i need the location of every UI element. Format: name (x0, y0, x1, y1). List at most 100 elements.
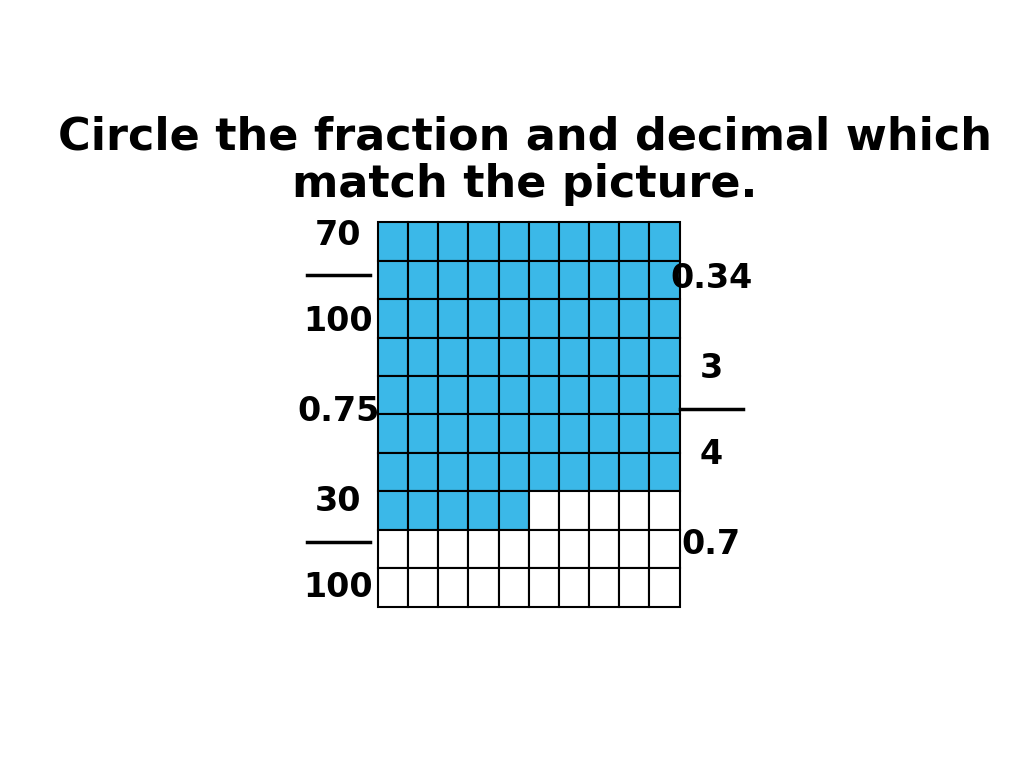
Bar (378, 260, 409, 299)
Bar (438, 415, 468, 453)
Bar (620, 376, 649, 415)
Bar (528, 260, 559, 299)
Bar (559, 260, 589, 299)
Bar (378, 222, 409, 260)
Bar (649, 376, 680, 415)
Bar (438, 492, 468, 530)
Text: 3: 3 (699, 352, 723, 385)
Bar (528, 222, 559, 260)
Bar (378, 568, 409, 607)
Bar (409, 338, 438, 376)
Bar (620, 338, 649, 376)
Bar (499, 222, 528, 260)
Bar (620, 415, 649, 453)
Text: 0.7: 0.7 (682, 528, 740, 561)
Bar (589, 453, 620, 492)
Bar (378, 300, 409, 338)
Bar (528, 530, 559, 568)
Text: 4: 4 (699, 438, 723, 471)
Bar (559, 338, 589, 376)
Bar (559, 492, 589, 530)
Bar (468, 492, 499, 530)
Bar (559, 300, 589, 338)
Bar (468, 338, 499, 376)
Bar (589, 530, 620, 568)
Bar (649, 260, 680, 299)
Bar (620, 568, 649, 607)
Bar (468, 260, 499, 299)
Bar (559, 376, 589, 415)
Bar (649, 530, 680, 568)
Bar (438, 568, 468, 607)
Bar (649, 338, 680, 376)
Bar (589, 338, 620, 376)
Bar (468, 415, 499, 453)
Bar (499, 530, 528, 568)
Bar (589, 300, 620, 338)
Bar (409, 492, 438, 530)
Bar (468, 530, 499, 568)
Bar (559, 568, 589, 607)
Bar (499, 338, 528, 376)
Bar (528, 492, 559, 530)
Bar (409, 300, 438, 338)
Text: 100: 100 (303, 305, 373, 338)
Bar (468, 376, 499, 415)
Bar (559, 530, 589, 568)
Bar (589, 222, 620, 260)
Bar (438, 453, 468, 492)
Text: match the picture.: match the picture. (292, 163, 758, 206)
Bar (559, 453, 589, 492)
Bar (378, 492, 409, 530)
Bar (378, 453, 409, 492)
Bar (499, 568, 528, 607)
Bar (649, 453, 680, 492)
Bar (649, 222, 680, 260)
Bar (468, 453, 499, 492)
Bar (649, 568, 680, 607)
Bar (620, 222, 649, 260)
Bar (589, 568, 620, 607)
Bar (468, 300, 499, 338)
Text: 100: 100 (303, 571, 373, 604)
Text: Circle the fraction and decimal which: Circle the fraction and decimal which (57, 116, 992, 159)
Bar (409, 260, 438, 299)
Bar (378, 338, 409, 376)
Text: 30: 30 (315, 485, 361, 518)
Bar (528, 568, 559, 607)
Text: 70: 70 (315, 219, 361, 252)
Bar (589, 376, 620, 415)
Bar (438, 376, 468, 415)
Bar (528, 338, 559, 376)
Bar (409, 376, 438, 415)
Bar (589, 492, 620, 530)
Bar (438, 530, 468, 568)
Bar (528, 415, 559, 453)
Bar (438, 260, 468, 299)
Bar (468, 222, 499, 260)
Bar (589, 415, 620, 453)
Bar (620, 453, 649, 492)
Bar (378, 376, 409, 415)
Bar (438, 300, 468, 338)
Bar (378, 415, 409, 453)
Bar (499, 492, 528, 530)
Bar (499, 260, 528, 299)
Bar (409, 568, 438, 607)
Bar (528, 300, 559, 338)
Bar (468, 568, 499, 607)
Bar (620, 492, 649, 530)
Bar (409, 222, 438, 260)
Text: 0.75: 0.75 (297, 395, 380, 428)
Bar (589, 260, 620, 299)
Bar (438, 222, 468, 260)
Bar (499, 415, 528, 453)
Bar (559, 415, 589, 453)
Bar (620, 530, 649, 568)
Bar (649, 300, 680, 338)
Bar (499, 376, 528, 415)
Bar (409, 530, 438, 568)
Bar (499, 300, 528, 338)
Bar (649, 415, 680, 453)
Bar (409, 415, 438, 453)
